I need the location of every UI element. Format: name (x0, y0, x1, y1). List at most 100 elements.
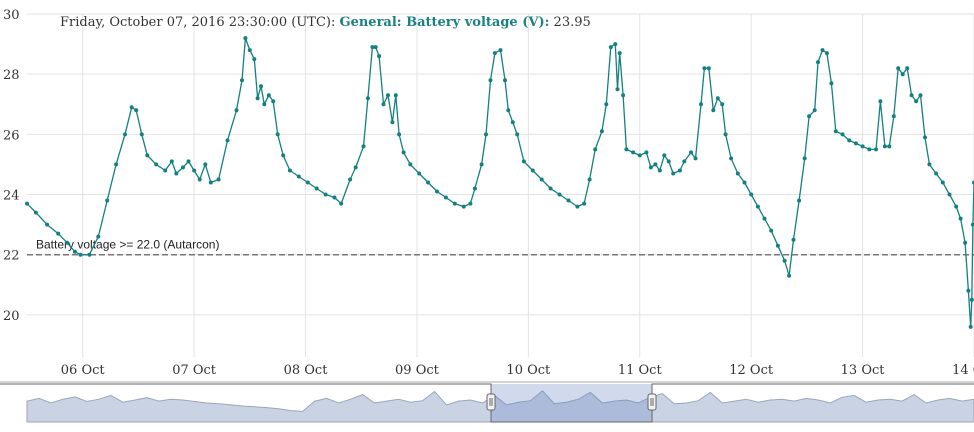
data-point (123, 132, 127, 137)
data-point (370, 45, 375, 50)
data-point (305, 180, 310, 185)
data-point (443, 195, 448, 200)
data-point (720, 102, 725, 107)
data-point (682, 159, 687, 164)
data-point (114, 162, 119, 167)
data-point (225, 138, 230, 143)
data-point (240, 78, 244, 83)
data-point (557, 192, 562, 197)
data-point (715, 96, 720, 101)
data-point (33, 210, 38, 215)
data-point (56, 231, 61, 236)
data-point (243, 36, 248, 41)
data-point (615, 87, 620, 92)
data-point (969, 297, 974, 302)
data-point (762, 216, 767, 221)
y-tick-label: 30 (3, 8, 20, 23)
navigator-series (26, 390, 974, 423)
data-point (208, 180, 213, 185)
data-point (296, 174, 301, 179)
tooltip-header: Friday, October 07, 2016 23:30:00 (UTC):… (60, 15, 591, 30)
data-point (262, 102, 267, 107)
header-value: 23.95 (554, 15, 591, 30)
y-tick-label: 24 (3, 189, 20, 204)
data-point (259, 84, 263, 89)
data-point (461, 204, 466, 209)
data-point (468, 201, 473, 206)
data-point (353, 165, 358, 170)
data-point (966, 288, 971, 293)
x-tick-label: 06 Oct (61, 363, 106, 378)
data-point (506, 108, 511, 113)
navigator-handle[interactable] (486, 393, 496, 411)
data-point (479, 162, 484, 167)
data-point (575, 204, 580, 209)
header-series-label: General: Battery voltage (V): (339, 15, 549, 30)
data-point (882, 144, 887, 149)
data-point (934, 171, 939, 176)
data-point (624, 147, 629, 152)
data-point (816, 60, 820, 65)
data-point (874, 147, 878, 152)
data-point (25, 201, 29, 206)
data-point (192, 168, 197, 173)
data-point (587, 177, 592, 182)
data-point (530, 168, 535, 173)
data-point (812, 108, 817, 113)
data-point (742, 180, 747, 185)
x-tick-label: 08 Oct (284, 363, 329, 378)
data-point (853, 141, 858, 146)
data-point (510, 120, 515, 125)
data-point (252, 57, 257, 62)
data-point (711, 108, 716, 113)
data-point (271, 99, 276, 104)
data-point (887, 144, 892, 149)
data-point (65, 240, 70, 245)
data-point (472, 186, 477, 191)
data-point (452, 201, 457, 206)
data-point (599, 129, 604, 134)
data-point (373, 45, 378, 50)
reference-line: Battery voltage >= 22.0 (Autarcon) (27, 238, 974, 256)
data-point (401, 150, 406, 155)
data-point (699, 102, 703, 107)
data-point (498, 48, 503, 53)
data-point (829, 81, 834, 86)
data-point (105, 198, 110, 203)
data-point (802, 156, 807, 161)
data-point (408, 162, 413, 167)
data-point (735, 171, 740, 176)
data-point (386, 93, 390, 98)
data-point (905, 66, 910, 71)
y-axis: 20 22 24 26 28 30 (3, 8, 20, 324)
data-point (947, 192, 952, 197)
data-point (566, 198, 571, 203)
grid-lines (27, 13, 974, 357)
data-point (521, 159, 526, 164)
data-point (129, 105, 134, 110)
data-point (426, 180, 431, 185)
navigator-handle[interactable] (647, 393, 657, 411)
data-point (435, 189, 439, 194)
data-point (968, 324, 973, 329)
y-tick-label: 26 (3, 128, 20, 143)
range-navigator[interactable] (0, 381, 974, 423)
data-point (787, 273, 792, 278)
data-point (78, 252, 83, 257)
data-point (833, 129, 838, 134)
data-point (332, 195, 337, 200)
data-point (909, 93, 914, 98)
y-tick-label: 20 (3, 309, 20, 324)
data-point (860, 144, 865, 149)
data-point (617, 51, 622, 56)
data-point (914, 99, 919, 104)
data-point (666, 159, 671, 164)
x-tick-label: 14 Oct (952, 363, 974, 378)
x-axis: 06 Oct 07 Oct 08 Oct 09 Oct 10 Oct 11 Oct 12 O… (61, 363, 974, 378)
data-point (657, 168, 662, 173)
data-point (963, 240, 968, 245)
data-point (878, 99, 883, 104)
data-point (900, 72, 905, 77)
x-tick-label: 12 Oct (729, 363, 774, 378)
